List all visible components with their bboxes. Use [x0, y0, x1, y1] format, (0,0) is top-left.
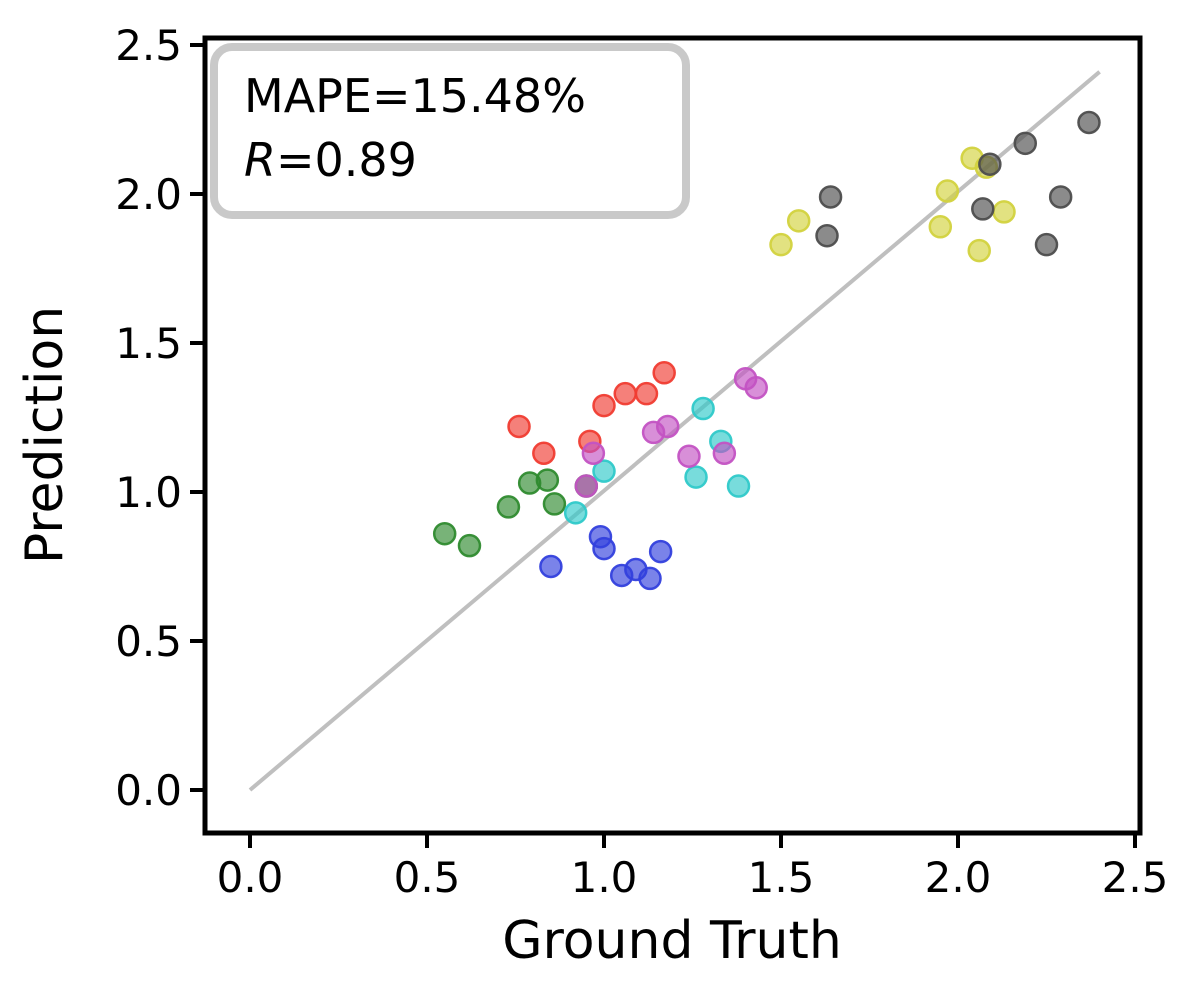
scatter-point — [507, 414, 531, 439]
r-symbol: R — [244, 133, 276, 187]
group-gray — [815, 110, 1101, 257]
scatter-point — [712, 441, 737, 466]
scatter-point — [935, 179, 960, 203]
scatter-point — [691, 396, 715, 421]
x-tick-label: 0.5 — [394, 853, 461, 902]
y-axis-ticks: 0.0 0.5 1.0 1.5 2.0 2.5 — [115, 21, 205, 815]
scatter-point — [652, 361, 676, 385]
y-tick-label: 2.5 — [115, 21, 182, 70]
scatter-point — [744, 375, 768, 400]
scatter-point — [542, 492, 567, 516]
scatter-point — [818, 185, 843, 209]
scatter-point — [928, 215, 953, 239]
scatter-point — [496, 495, 521, 519]
scatter-point — [677, 444, 701, 468]
group-cyan — [563, 396, 751, 525]
axes-spines — [202, 35, 1143, 836]
scatter-point — [992, 200, 1016, 224]
scatter-point — [786, 209, 811, 233]
scatter-point — [634, 381, 659, 406]
y-tick-label: 1.5 — [115, 319, 182, 368]
group-blue — [539, 524, 673, 591]
scatter-point — [613, 381, 637, 406]
scatter-point — [574, 474, 599, 498]
x-tick-label: 2.0 — [925, 853, 992, 902]
y-tick-label: 2.0 — [115, 170, 182, 219]
scatter-points — [432, 110, 1101, 591]
scatter-point — [638, 566, 662, 591]
group-magenta — [574, 367, 768, 498]
x-tick-label: 1.5 — [748, 853, 815, 902]
scatter-point — [1077, 110, 1101, 135]
scatter-point — [457, 533, 482, 558]
x-tick-label: 2.5 — [1102, 853, 1169, 902]
scatter-point — [592, 459, 616, 483]
scatter-point — [563, 501, 588, 525]
scatter-point — [581, 441, 606, 466]
scatter-point — [648, 539, 673, 564]
x-tick-label: 0.0 — [217, 853, 284, 902]
scatter-point — [535, 468, 560, 492]
scatter-point — [978, 152, 1002, 176]
annotation-box-frame — [210, 43, 690, 219]
scatter-point — [1048, 185, 1073, 209]
x-tick-label: 1.0 — [571, 853, 638, 902]
scatter-point — [592, 393, 616, 418]
mape-value-text: MAPE=15.48% — [244, 69, 586, 123]
scatter-point — [592, 536, 616, 561]
scatter-point — [726, 474, 751, 498]
r-rest: =0.89 — [276, 133, 417, 187]
scatter-point — [532, 441, 556, 466]
metrics-annotation-box: MAPE=15.48% R=0.89 — [210, 43, 690, 219]
scatter-point — [815, 223, 839, 248]
y-tick-label: 0.5 — [115, 617, 182, 666]
scatter-point — [432, 521, 457, 546]
r-value-text: R=0.89 — [244, 133, 417, 187]
scatter-point — [1013, 131, 1038, 156]
x-axis-ticks: 0.0 0.5 1.0 1.5 2.0 2.5 — [217, 833, 1169, 902]
scatter-point — [1034, 232, 1059, 257]
scatter-point — [769, 232, 793, 257]
x-axis-label: Ground Truth — [502, 911, 842, 971]
scatter-point — [655, 414, 680, 439]
scatter-point — [971, 197, 995, 221]
scatter-point — [967, 238, 991, 263]
scatter-point — [539, 554, 563, 579]
scatter-point — [684, 465, 708, 489]
y-tick-label: 0.0 — [115, 766, 182, 815]
y-axis-label: Prediction — [15, 306, 75, 564]
y-tick-label: 1.0 — [115, 468, 182, 517]
